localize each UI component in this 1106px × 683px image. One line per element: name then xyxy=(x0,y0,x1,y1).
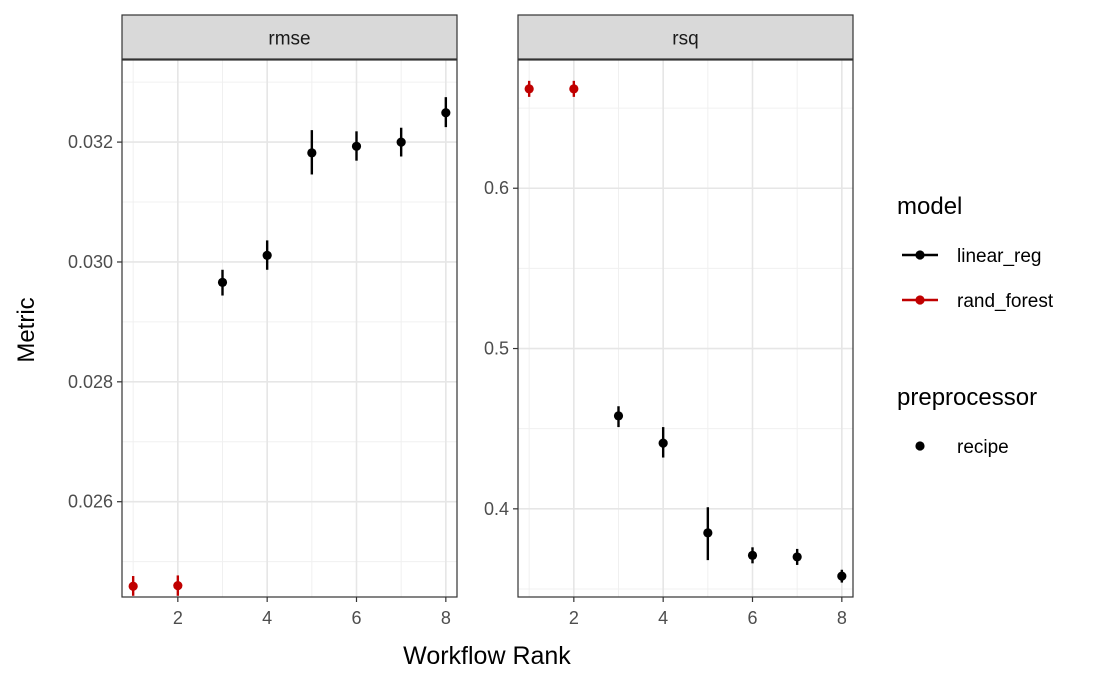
data-point xyxy=(837,571,847,581)
x-tick-label: 4 xyxy=(262,608,272,628)
x-tick-label: 2 xyxy=(569,608,579,628)
data-point xyxy=(217,277,228,287)
data-point xyxy=(569,84,579,94)
x-tick-label: 8 xyxy=(837,608,847,628)
x-tick-label: 6 xyxy=(351,608,361,628)
facet-strip-label: rsq xyxy=(672,29,698,50)
legend: model linear_reg rand_forest preprocessor re… xyxy=(897,193,1054,458)
y-tick-label: 0.026 xyxy=(68,492,113,512)
panel-rmse: rmse 2 4 6 8 0.026 0.028 0.030 0.032 xyxy=(68,14,458,628)
facet-strip xyxy=(121,14,458,60)
panel-rsq: rsq 2 4 6 8 0.4 0.5 0.6 xyxy=(484,14,854,628)
legend-title-preprocessor: preprocessor xyxy=(897,384,1037,411)
data-point xyxy=(262,250,272,260)
data-point xyxy=(524,84,534,94)
y-tick-label: 0.6 xyxy=(484,178,509,198)
data-point xyxy=(128,581,138,591)
panel-background xyxy=(518,60,853,597)
panel-border xyxy=(121,59,458,598)
data-point xyxy=(613,411,624,421)
y-tick-label: 0.4 xyxy=(484,499,509,519)
legend-label: rand_forest xyxy=(957,291,1054,312)
legend-key-point xyxy=(915,441,925,451)
legend-label: recipe xyxy=(957,437,1009,458)
y-tick-label: 0.030 xyxy=(68,252,113,272)
legend-key-point xyxy=(915,295,925,305)
facet-strip-label: rmse xyxy=(268,29,310,50)
y-tick-label: 0.032 xyxy=(68,132,113,152)
y-tick-label: 0.028 xyxy=(68,372,113,392)
legend-title-model: model xyxy=(897,193,962,220)
data-point xyxy=(658,438,668,448)
data-point xyxy=(173,581,183,591)
x-tick-label: 4 xyxy=(658,608,668,628)
y-tick-label: 0.5 xyxy=(484,339,509,359)
x-axis-title: Workflow Rank xyxy=(403,642,571,670)
data-point xyxy=(396,137,406,147)
data-point xyxy=(747,550,758,560)
legend-label: linear_reg xyxy=(957,246,1042,267)
panel-background xyxy=(122,60,457,597)
x-tick-label: 2 xyxy=(173,608,183,628)
y-axis-title: Metric xyxy=(13,297,40,362)
x-tick-label: 8 xyxy=(441,608,451,628)
data-point xyxy=(351,141,362,151)
data-point xyxy=(703,528,713,538)
legend-key-point xyxy=(915,250,925,260)
data-point xyxy=(792,552,802,562)
data-point xyxy=(307,148,317,158)
panel-border xyxy=(517,59,854,598)
x-tick-label: 6 xyxy=(747,608,757,628)
facet-strip xyxy=(517,14,854,60)
data-point xyxy=(441,108,451,118)
